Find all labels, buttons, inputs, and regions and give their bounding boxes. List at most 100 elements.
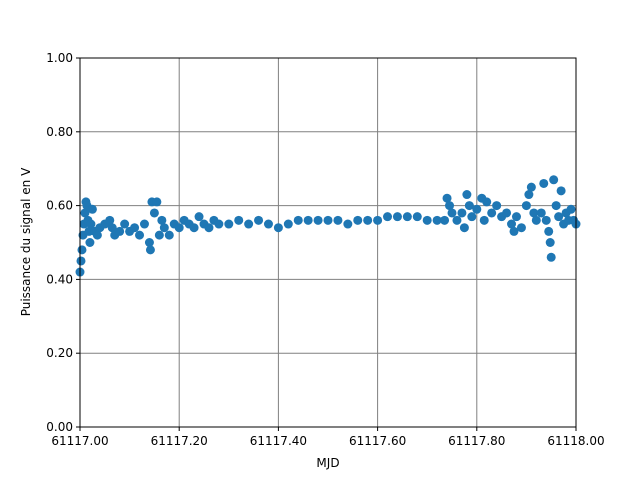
data-point (152, 197, 162, 207)
data-point (462, 190, 472, 200)
data-point (516, 223, 526, 233)
data-point (457, 208, 467, 218)
data-point (244, 219, 254, 229)
data-point (77, 245, 87, 255)
y-tick-label: 0.00 (46, 420, 73, 434)
data-point (422, 215, 432, 225)
y-tick-label: 1.00 (46, 51, 73, 65)
data-point (214, 219, 224, 229)
data-point (92, 230, 102, 240)
data-point (343, 219, 353, 229)
data-point (442, 193, 452, 203)
data-point (234, 215, 244, 225)
data-point (531, 215, 541, 225)
data-point (164, 230, 174, 240)
data-point (120, 219, 130, 229)
y-tick-label: 0.60 (46, 199, 73, 213)
data-point (145, 245, 155, 255)
data-point (507, 219, 517, 229)
data-point (313, 215, 323, 225)
x-tick-label: 61118.00 (547, 434, 604, 448)
x-tick-label: 61117.80 (448, 434, 505, 448)
data-point (273, 223, 283, 233)
data-point (157, 215, 167, 225)
data-point (549, 175, 559, 185)
data-point (529, 208, 539, 218)
data-point (472, 204, 482, 214)
data-point (447, 208, 457, 218)
data-point (115, 226, 125, 236)
data-point (402, 212, 412, 222)
data-point (554, 212, 564, 222)
data-point (383, 212, 393, 222)
data-point (467, 212, 477, 222)
data-point (521, 201, 531, 211)
data-point (546, 252, 556, 262)
data-point (76, 256, 86, 266)
data-point (544, 226, 554, 236)
data-point (526, 182, 536, 192)
x-tick-label: 61117.40 (250, 434, 307, 448)
plot-frame (79, 57, 577, 428)
data-point (107, 223, 117, 233)
data-point (511, 212, 521, 222)
data-point (189, 223, 199, 233)
data-point (566, 204, 576, 214)
data-point (333, 215, 343, 225)
data-point (479, 215, 489, 225)
data-point (452, 215, 462, 225)
data-point (303, 215, 313, 225)
data-point (502, 208, 512, 218)
data-point (283, 219, 293, 229)
data-point (263, 219, 273, 229)
data-point (487, 208, 497, 218)
data-point (353, 215, 363, 225)
data-point (541, 215, 551, 225)
data-point (87, 204, 97, 214)
x-tick-label: 61117.60 (349, 434, 406, 448)
data-point (556, 186, 566, 196)
data-point (293, 215, 303, 225)
data-point (440, 215, 450, 225)
data-point (154, 230, 164, 240)
y-tick-label: 0.40 (46, 272, 73, 286)
data-point (536, 208, 546, 218)
data-point (464, 201, 474, 211)
data-point (139, 219, 149, 229)
data-point (130, 223, 140, 233)
data-point (254, 215, 264, 225)
x-tick-label: 61117.20 (151, 434, 208, 448)
data-point (509, 226, 519, 236)
data-point (224, 219, 234, 229)
data-point (105, 215, 115, 225)
data-point (551, 201, 561, 211)
data-point (174, 223, 184, 233)
y-axis-label: Puissance du signal en V (19, 167, 33, 316)
x-tick-label: 61117.00 (51, 434, 108, 448)
data-point (194, 212, 204, 222)
data-point (492, 201, 502, 211)
data-point (86, 219, 96, 229)
data-point (392, 212, 402, 222)
data-point (432, 215, 442, 225)
data-point (149, 208, 159, 218)
data-point (204, 223, 214, 233)
y-tick-label: 0.80 (46, 125, 73, 139)
data-point (482, 197, 492, 207)
y-tick-label: 0.20 (46, 346, 73, 360)
data-point (323, 215, 333, 225)
data-point (445, 201, 455, 211)
data-point (539, 178, 549, 188)
data-point (412, 212, 422, 222)
x-axis-label: MJD (316, 456, 339, 470)
data-point (373, 215, 383, 225)
data-point (459, 223, 469, 233)
data-point (144, 238, 154, 247)
data-point (545, 238, 555, 247)
data-point (524, 190, 534, 200)
data-point (135, 230, 145, 240)
data-point (80, 208, 90, 218)
data-point (363, 215, 373, 225)
